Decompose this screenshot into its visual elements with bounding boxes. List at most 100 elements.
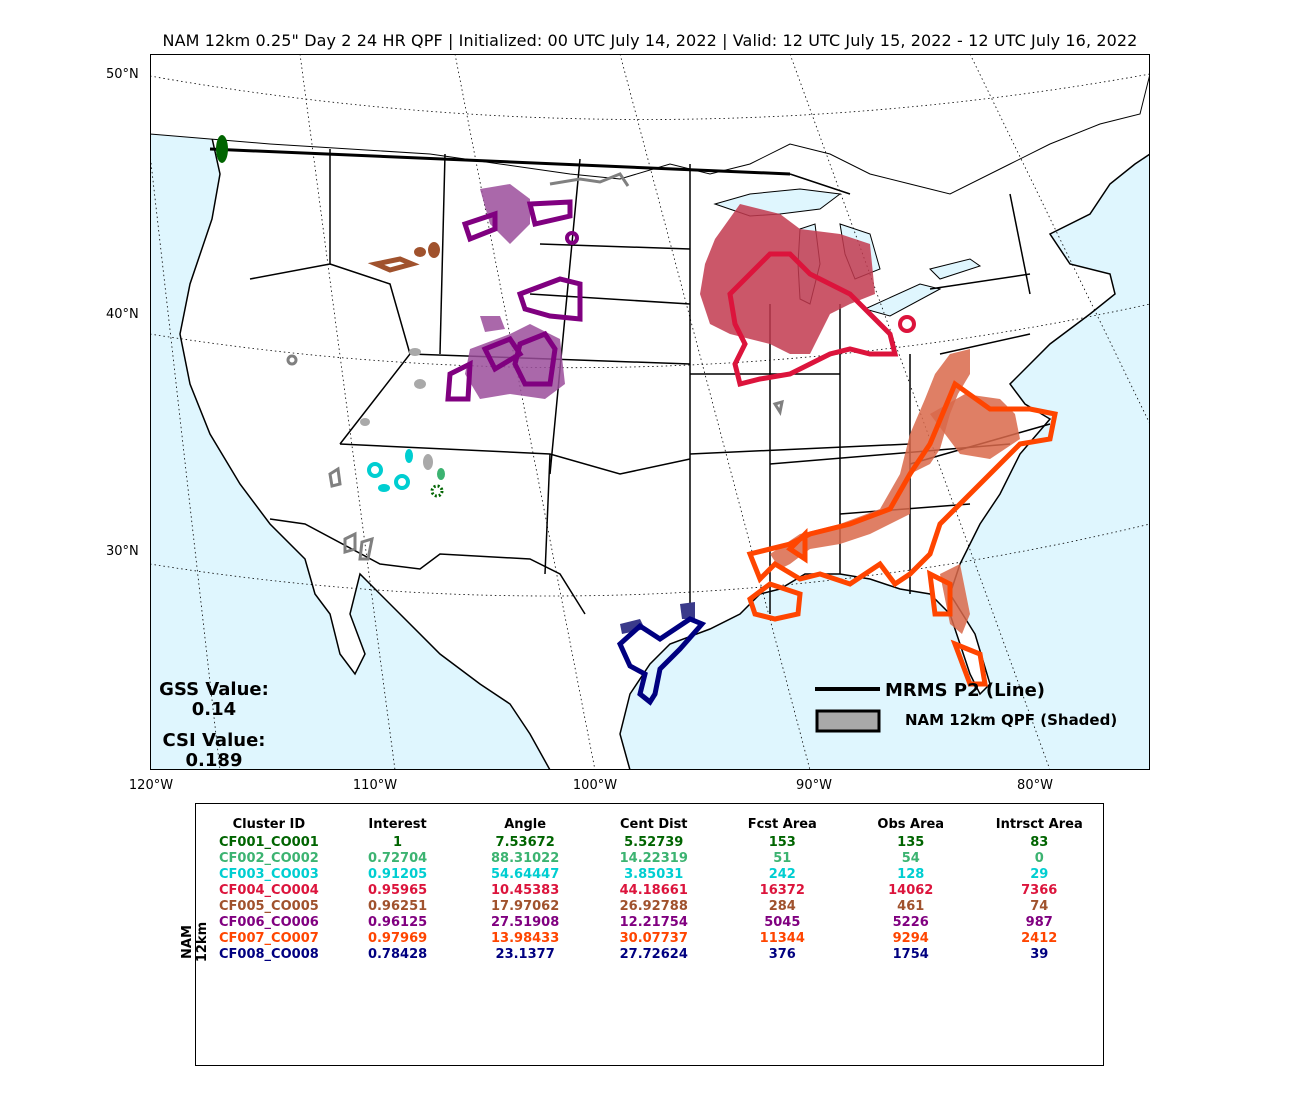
table-cell: 128 xyxy=(897,866,925,882)
table-cell: 27.72624 xyxy=(619,946,688,962)
table-cell: 5.52739 xyxy=(624,834,684,850)
table-cell: 0.97969 xyxy=(367,930,428,946)
table-row: CF006_CO006 0.96125 27.51908 12.21754 5045 52… xyxy=(204,914,1103,930)
lat-label-30n: 30°N xyxy=(106,544,139,559)
csi-value: 0.189 xyxy=(185,750,243,771)
cluster-cf007 xyxy=(746,349,1058,687)
table-body: CF001_CO001 1 7.53672 5.52739 153 135 83 CF002_… xyxy=(204,834,1103,962)
canada-land xyxy=(150,54,1150,195)
table-cell: 376 xyxy=(768,946,796,962)
table-cell: 88.31022 xyxy=(491,850,560,866)
table-cell: 30.07737 xyxy=(619,930,688,946)
legend-shaded-swatch xyxy=(815,709,881,733)
table-cell: 14.22319 xyxy=(619,850,688,866)
table-row: CF004_CO004 0.95965 10.45383 44.18661 16372 1… xyxy=(204,882,1103,898)
csi-stat: CSI Value: 0.189 xyxy=(144,731,284,771)
table-cell: 5045 xyxy=(764,914,801,930)
header-interest: Interest xyxy=(368,816,427,832)
table-cell: CF007_CO007 xyxy=(219,930,319,946)
cluster-cf003 xyxy=(367,449,413,492)
header-intrsct-area: Intrsct Area xyxy=(995,816,1083,832)
legend-shaded-label: NAM 12km QPF (Shaded) xyxy=(905,711,1117,729)
table-cell: 13.98433 xyxy=(491,930,560,946)
cluster-cf006 xyxy=(445,184,583,402)
table-cell: 0.78428 xyxy=(367,946,428,962)
lon-label-120w: 120°W xyxy=(128,778,174,793)
table-cell: 242 xyxy=(768,866,796,882)
table-cell: 5226 xyxy=(892,914,929,930)
lake-ontario xyxy=(929,258,982,280)
table-cell: 0.91205 xyxy=(367,866,428,882)
table-cell: 74 xyxy=(1030,898,1049,914)
gss-label: GSS Value: xyxy=(159,679,269,700)
graticule xyxy=(150,54,1150,770)
table-cell: 1 xyxy=(393,834,403,850)
table-cell: 2412 xyxy=(1021,930,1058,946)
table-cell: CF003_CO003 xyxy=(219,866,319,882)
table-cell: 3.85031 xyxy=(624,866,684,882)
table-cell: 284 xyxy=(768,898,796,914)
table-row: CF003_CO003 0.91205 54.64447 3.85031 242 128 2… xyxy=(204,866,1103,882)
table-row: CF007_CO007 0.97969 13.98433 30.07737 11344 9… xyxy=(204,930,1103,946)
unmatched-outlines xyxy=(286,172,784,561)
table-row: CF002_CO002 0.72704 88.31022 14.22319 51 54 0 xyxy=(204,850,1103,866)
table-cell: CF006_CO006 xyxy=(219,914,319,930)
unmatched-qpf-shading xyxy=(360,348,433,470)
header-cent-dist: Cent Dist xyxy=(619,816,688,832)
table-cell: 54.64447 xyxy=(491,866,560,882)
table-cell: 29 xyxy=(1030,866,1049,882)
table-cell: 51 xyxy=(773,850,792,866)
table-cell: 16372 xyxy=(759,882,805,898)
header-angle: Angle xyxy=(504,816,547,832)
lat-label-40n: 40°N xyxy=(106,307,139,322)
table-cell: 153 xyxy=(768,834,796,850)
table-cell: 26.92788 xyxy=(619,898,688,914)
table-cell: CF005_CO005 xyxy=(219,898,319,914)
legend-line-label: MRMS P2 (Line) xyxy=(885,680,1045,701)
table-cell: 0.96251 xyxy=(367,898,428,914)
table-cell: 83 xyxy=(1030,834,1049,850)
csi-label: CSI Value: xyxy=(162,730,266,751)
header-fcst-area: Fcst Area xyxy=(747,816,817,832)
table-cell: 9294 xyxy=(892,930,929,946)
qpf-map: MRMS P2 (Line) NAM 12km QPF (Shaded) xyxy=(150,54,1150,770)
table-row: CF005_CO005 0.96251 17.97062 26.92788 284 461… xyxy=(204,898,1103,914)
cluster-cf004 xyxy=(700,204,916,388)
table-cell: 7366 xyxy=(1021,882,1058,898)
table-cell: 0.72704 xyxy=(367,850,428,866)
table-cell: 12.21754 xyxy=(619,914,688,930)
table-cell: 14062 xyxy=(888,882,934,898)
gss-stat: GSS Value: 0.14 xyxy=(144,680,284,720)
cluster-stats-table-box: Cluster ID Interest Angle Cent Dist Fcst… xyxy=(195,803,1104,1066)
lake-erie xyxy=(863,283,942,317)
table-cell: 23.1377 xyxy=(495,946,555,962)
cluster-cf001 xyxy=(216,135,228,163)
table-cell: CF001_CO001 xyxy=(219,834,319,850)
cluster-cf002 xyxy=(430,468,445,498)
cluster-cf008 xyxy=(616,602,707,706)
table-cell: 1754 xyxy=(892,946,929,962)
table-cell: CF008_CO008 xyxy=(219,946,319,962)
header-obs-area: Obs Area xyxy=(877,816,945,832)
table-cell: 987 xyxy=(1025,914,1053,930)
table-cell: CF004_CO004 xyxy=(219,882,319,898)
gss-value: 0.14 xyxy=(191,699,237,720)
cluster-cf005 xyxy=(367,242,440,273)
table-cell: 7.53672 xyxy=(495,834,555,850)
legend: MRMS P2 (Line) NAM 12km QPF (Shaded) xyxy=(815,680,1117,733)
table-cell: 17.97062 xyxy=(491,898,560,914)
lon-label-110w: 110°W xyxy=(352,778,398,793)
lon-label-80w: 80°W xyxy=(1017,778,1053,793)
lat-label-50n: 50°N xyxy=(106,67,139,82)
table-cell: 39 xyxy=(1030,946,1049,962)
lon-label-100w: 100°W xyxy=(572,778,618,793)
table-cell: 461 xyxy=(897,898,925,914)
table-row: CF001_CO001 1 7.53672 5.52739 153 135 83 xyxy=(204,834,1103,850)
table-cell: 0 xyxy=(1034,850,1044,866)
table-cell: 10.45383 xyxy=(491,882,560,898)
header-cluster-id: Cluster ID xyxy=(232,816,306,832)
lon-label-90w: 90°W xyxy=(796,778,832,793)
table-cell: 54 xyxy=(901,850,920,866)
table-cell: 44.18661 xyxy=(619,882,688,898)
map-frame xyxy=(150,54,1150,770)
